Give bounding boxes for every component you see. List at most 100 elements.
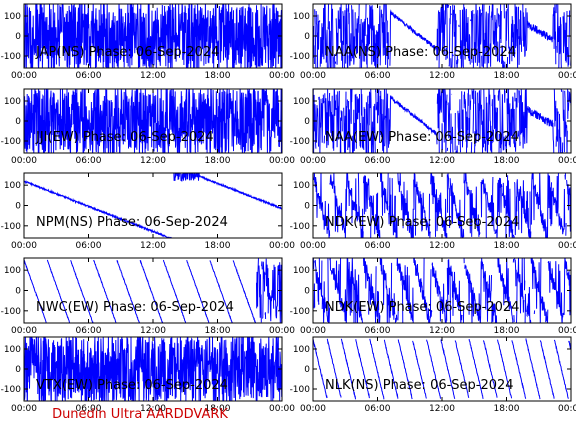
x-tick-label: 18:00 xyxy=(205,156,231,166)
y-tick-label: 0 xyxy=(304,365,310,375)
y-tick-label: 0 xyxy=(304,32,310,42)
x-tick-label: 12:00 xyxy=(140,404,166,414)
panel-title: NPM(NS) Phase: 06-Sep-2024 xyxy=(36,215,228,230)
phase-trace xyxy=(313,338,571,400)
x-tick-label: 06:00 xyxy=(365,71,391,81)
x-tick-label: 00:00 xyxy=(558,326,576,336)
y-tick-label: 0 xyxy=(15,287,21,297)
y-tick-label: -100 xyxy=(290,222,311,232)
y-tick-label: -100 xyxy=(1,222,22,232)
y-tick-label: -100 xyxy=(290,52,311,62)
y-tick-label: 0 xyxy=(304,202,310,212)
phase-trace xyxy=(24,173,282,238)
x-tick-label: 12:00 xyxy=(140,156,166,166)
x-tick-label: 18:00 xyxy=(205,404,231,414)
y-tick-label: 100 xyxy=(293,345,310,355)
y-tick-label: 100 xyxy=(4,97,21,107)
x-tick-label: 06:00 xyxy=(76,326,102,336)
phase-trace xyxy=(24,4,282,68)
x-tick-label: 18:00 xyxy=(494,404,520,414)
y-tick-label: 100 xyxy=(4,345,21,355)
x-tick-label: 12:00 xyxy=(429,241,455,251)
y-tick-label: 0 xyxy=(304,287,310,297)
x-tick-label: 18:00 xyxy=(205,241,231,251)
x-tick-label: 06:00 xyxy=(365,156,391,166)
panel-2: 100 0 -100 00:00 06:00 12:00 18:00 00:00 NAA(NS)… xyxy=(290,3,576,81)
x-tick-label: 12:00 xyxy=(429,71,455,81)
y-tick-label: -100 xyxy=(1,52,22,62)
y-tick-label: -100 xyxy=(290,137,311,147)
panel-title: NDK(EW) Phase: 06-Sep-2024 xyxy=(325,215,519,230)
y-tick-label: -100 xyxy=(1,307,22,317)
x-tick-label: 06:00 xyxy=(76,404,102,414)
x-tick-label: 12:00 xyxy=(429,404,455,414)
x-tick-label: 18:00 xyxy=(205,326,231,336)
phase-trace xyxy=(24,337,282,401)
y-tick-label: 100 xyxy=(293,12,310,22)
panel-title: NAA(EW) Phase: 06-Sep-2024 xyxy=(325,130,519,145)
y-tick-label: 100 xyxy=(293,97,310,107)
station-credit: Dunedin Ultra AARDDVARK xyxy=(52,407,228,422)
x-tick-label: 00:00 xyxy=(269,156,295,166)
x-tick-label: 18:00 xyxy=(494,241,520,251)
x-tick-label: 12:00 xyxy=(140,71,166,81)
phase-trace xyxy=(24,89,282,153)
x-tick-label: 00:00 xyxy=(269,241,295,251)
panel-title: JAP(NS) Phase: 06-Sep-2024 xyxy=(35,45,219,60)
y-tick-label: 0 xyxy=(304,117,310,127)
x-tick-label: 00:00 xyxy=(11,71,37,81)
panel-3: 100 0 -100 00:00 06:00 12:00 18:00 00:00 JJI(EW)… xyxy=(1,88,295,166)
x-tick-label: 12:00 xyxy=(140,326,166,336)
y-tick-label: 0 xyxy=(15,117,21,127)
x-tick-label: 06:00 xyxy=(365,404,391,414)
y-tick-label: 100 xyxy=(4,266,21,276)
y-tick-label: -100 xyxy=(1,137,22,147)
x-tick-label: 00:00 xyxy=(558,241,576,251)
x-tick-label: 00:00 xyxy=(269,404,295,414)
x-tick-label: 00:00 xyxy=(11,404,37,414)
x-tick-label: 06:00 xyxy=(76,71,102,81)
panel-9: 100 0 -100 00:00 06:00 12:00 18:00 00:00 VTX(EW)… xyxy=(1,336,295,414)
y-tick-label: 0 xyxy=(15,202,21,212)
x-tick-label: 00:00 xyxy=(558,156,576,166)
y-tick-label: 100 xyxy=(4,181,21,191)
panel-title: NDK(EW) Phase: 06-Sep-2024 xyxy=(325,300,519,315)
x-tick-label: 00:00 xyxy=(300,326,326,336)
x-tick-label: 06:00 xyxy=(76,156,102,166)
x-tick-label: 12:00 xyxy=(429,156,455,166)
panel-title: NAA(NS) Phase: 06-Sep-2024 xyxy=(325,45,516,60)
y-tick-label: 100 xyxy=(293,181,310,191)
panel-7: 100 0 -100 00:00 06:00 12:00 18:00 00:00 NWC(EW)… xyxy=(1,257,295,336)
panel-8: 100 0 -100 00:00 06:00 12:00 18:00 00:00 NDK(EW)… xyxy=(290,257,576,336)
x-tick-label: 18:00 xyxy=(494,326,520,336)
panel-title: JJI(EW) Phase: 06-Sep-2024 xyxy=(35,130,214,145)
x-tick-label: 00:00 xyxy=(558,71,576,81)
x-tick-label: 00:00 xyxy=(300,71,326,81)
x-tick-label: 00:00 xyxy=(300,404,326,414)
x-tick-label: 00:00 xyxy=(300,241,326,251)
panel-title: VTX(EW) Phase: 06-Sep-2024 xyxy=(36,378,228,393)
x-tick-label: 18:00 xyxy=(494,71,520,81)
x-tick-label: 00:00 xyxy=(269,71,295,81)
y-tick-label: -100 xyxy=(290,385,311,395)
panel-6: 100 0 -100 00:00 06:00 12:00 18:00 00:00 NDK(EW)… xyxy=(290,172,576,251)
x-tick-label: 00:00 xyxy=(11,241,37,251)
x-tick-label: 12:00 xyxy=(429,326,455,336)
y-tick-label: 0 xyxy=(15,32,21,42)
panel-title: NWC(EW) Phase: 06-Sep-2024 xyxy=(36,300,234,315)
y-tick-label: -100 xyxy=(1,385,22,395)
panel-10: 100 0 -100 00:00 06:00 12:00 18:00 00:00 NLK(NS)… xyxy=(290,336,576,414)
x-tick-label: 18:00 xyxy=(494,156,520,166)
x-tick-label: 00:00 xyxy=(11,326,37,336)
x-tick-label: 06:00 xyxy=(365,241,391,251)
panel-title: NLK(NS) Phase: 06-Sep-2024 xyxy=(325,378,514,393)
panel-1: 100 0 -100 00:00 06:00 12:00 18:00 00:00 JAP(NS)… xyxy=(1,3,295,81)
phase-trace xyxy=(313,4,571,68)
x-tick-label: 00:00 xyxy=(269,326,295,336)
phase-trace xyxy=(24,258,282,323)
x-tick-label: 12:00 xyxy=(140,241,166,251)
x-tick-label: 18:00 xyxy=(205,71,231,81)
